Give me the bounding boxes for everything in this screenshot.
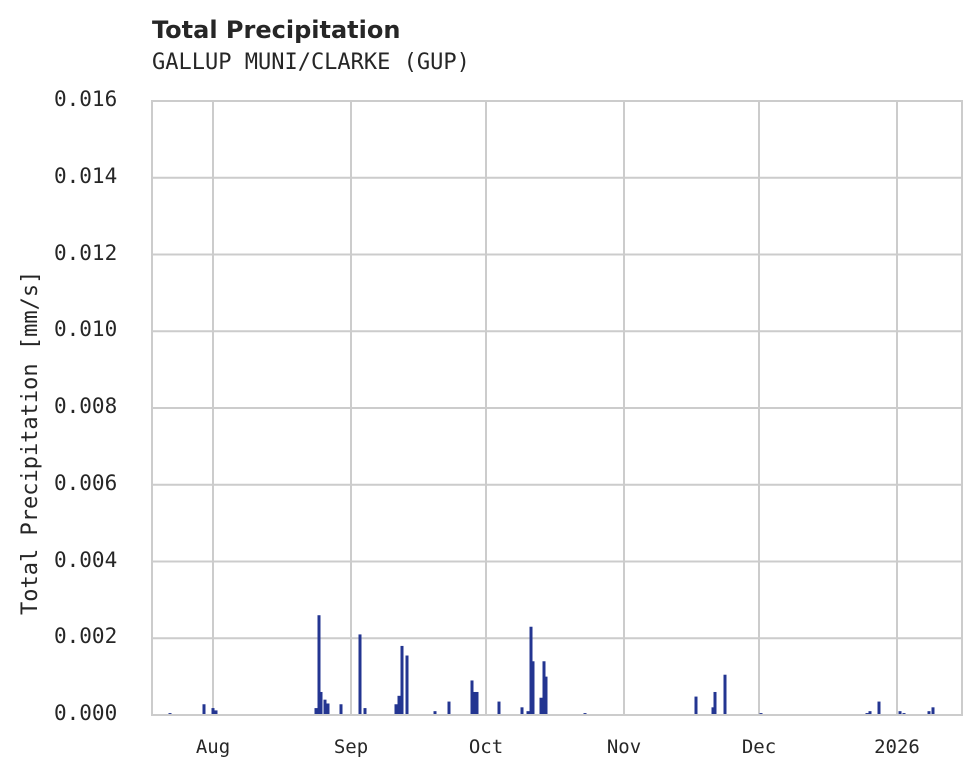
precipitation-bars — [168, 615, 935, 715]
y-tick-label: 0.012 — [54, 240, 118, 265]
precipitation-bar — [317, 615, 321, 715]
precipitation-bar — [339, 704, 343, 715]
precipitation-bar — [526, 711, 530, 715]
chart-title: Total Precipitation — [152, 16, 401, 44]
x-tick-label: 2026 — [874, 736, 920, 758]
precipitation-bar — [713, 691, 717, 715]
y-tick-label: 0.016 — [54, 87, 118, 111]
plot-frame — [151, 100, 963, 716]
precipitation-bar — [400, 645, 404, 715]
precipitation-bar — [497, 701, 501, 715]
y-tick-label: 0.004 — [54, 547, 118, 572]
x-tick-label: Aug — [195, 736, 231, 758]
y-tick-label: 0.000 — [54, 701, 118, 725]
x-tick-label: Sep — [333, 736, 369, 758]
precipitation-bar — [319, 691, 323, 715]
y-tick-label: 0.010 — [54, 317, 118, 342]
precipitation-bar — [323, 699, 327, 715]
precipitation-bar — [539, 697, 543, 715]
precipitation-bar — [397, 695, 401, 715]
precipitation-bar — [544, 676, 548, 715]
precipitation-bar — [358, 634, 362, 715]
precipitation-bar — [363, 708, 367, 715]
precipitation-bar — [447, 701, 451, 715]
x-tick-label: Nov — [606, 736, 642, 758]
precipitation-bar — [531, 661, 535, 715]
precipitation-bar — [711, 707, 715, 715]
precipitation-bar — [542, 661, 546, 715]
precipitation-bar — [405, 655, 409, 715]
gridlines — [152, 100, 962, 716]
precipitation-bar — [214, 710, 218, 715]
x-tick-label: Dec — [741, 736, 777, 758]
precipitation-bar — [520, 707, 524, 715]
precipitation-bar — [475, 691, 479, 715]
precipitation-bar — [314, 708, 318, 715]
precipitation-bar — [470, 680, 474, 715]
chart-subtitle: GALLUP MUNI/CLARKE (GUP) — [152, 50, 470, 75]
precipitation-bar — [898, 711, 902, 715]
precipitation-bar — [723, 674, 727, 715]
x-tick-label: Oct — [468, 736, 504, 758]
precipitation-bar — [472, 691, 476, 715]
precipitation-bar — [202, 704, 206, 715]
precipitation-bar — [326, 703, 330, 715]
precipitation-bar — [868, 711, 872, 715]
y-tick-label: 0.006 — [54, 470, 118, 495]
precipitation-bar — [927, 711, 931, 715]
y-tick-label: 0.008 — [54, 394, 118, 418]
precipitation-bar — [877, 701, 881, 715]
y-tick-label: 0.014 — [54, 163, 118, 188]
precipitation-bar — [433, 711, 437, 715]
precipitation-bar — [394, 704, 398, 715]
precipitation-bar — [694, 696, 698, 715]
precipitation-bar — [529, 626, 533, 715]
precipitation-bar — [211, 708, 215, 715]
precipitation-bar — [931, 707, 935, 715]
y-tick-label: 0.002 — [54, 624, 118, 649]
